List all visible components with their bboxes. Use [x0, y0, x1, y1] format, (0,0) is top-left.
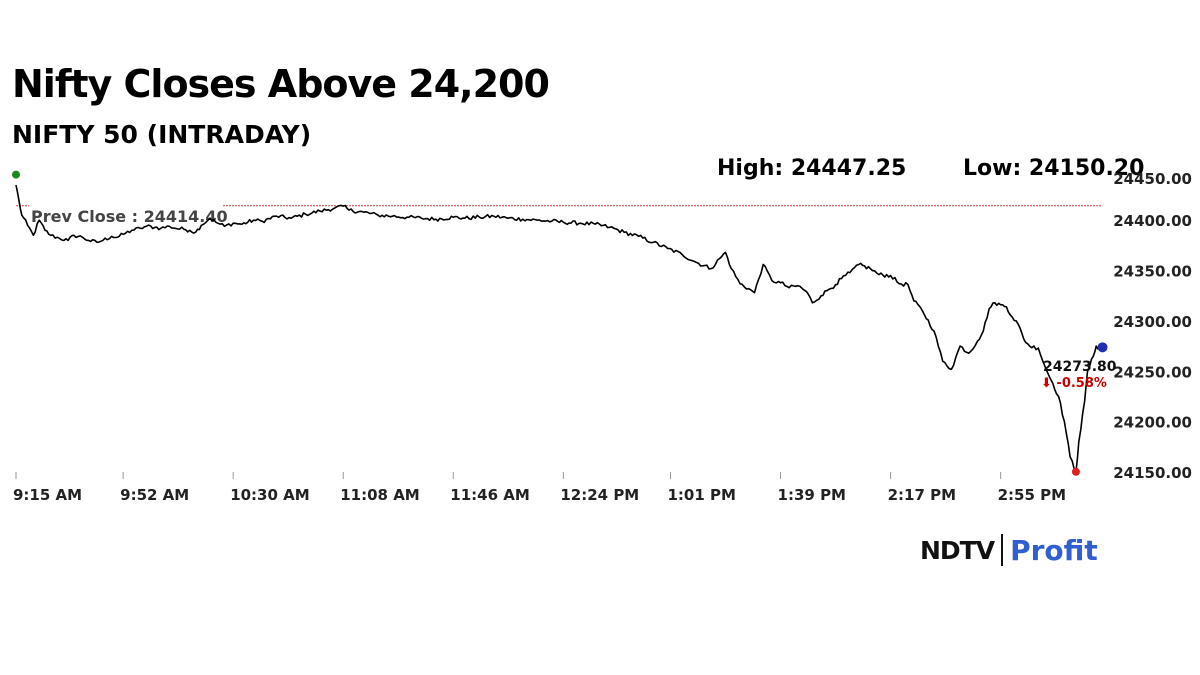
y-tick-label: 24350.00 [1113, 263, 1192, 281]
x-tick-label: 2:17 PM [888, 486, 956, 504]
x-axis: 9:15 AM 9:52 AM 10:30 AM 11:08 AM 11:46 AM 12… [13, 472, 1066, 504]
day-low-label: Low: 24150.20 [963, 156, 1145, 181]
y-tick-label: 24300.00 [1113, 313, 1192, 331]
x-tick-label: 11:08 AM [340, 486, 420, 504]
chart-headline: Nifty Closes Above 24,200 [12, 62, 550, 106]
nifty-price-line [15, 184, 1103, 473]
chart-subtitle: NIFTY 50 (INTRADAY) [12, 120, 312, 149]
x-tick-label: 11:46 AM [450, 486, 530, 504]
x-tick-label: 12:24 PM [560, 486, 639, 504]
logo-profit-text: Profit [1010, 533, 1098, 567]
x-tick-label: 1:39 PM [778, 486, 846, 504]
last-value-label: 24273.80 [1043, 359, 1117, 375]
open-marker [12, 170, 20, 179]
x-tick-label: 9:15 AM [13, 486, 82, 504]
y-tick-label: 24250.00 [1113, 363, 1192, 381]
prev-close-label: Prev Close : 24414.40 [31, 207, 228, 226]
day-low-marker [1071, 467, 1080, 476]
logo-divider [1001, 534, 1004, 566]
y-axis: 24150.00 24200.00 24250.00 24300.00 24350.00… [1113, 170, 1192, 482]
ndtv-profit-logo: NDTV Profit [920, 533, 1098, 567]
prev-close-label-bg [29, 204, 223, 228]
x-tick-label: 2:55 PM [998, 486, 1066, 504]
day-high-label: High: 24447.25 [717, 156, 907, 181]
x-tick-label: 9:52 AM [120, 486, 189, 504]
x-tick-label: 10:30 AM [230, 486, 310, 504]
x-tick-label: 1:01 PM [667, 486, 735, 504]
y-tick-label: 24150.00 [1113, 464, 1192, 482]
logo-ndtv-text: NDTV [920, 535, 995, 565]
y-tick-label: 24400.00 [1113, 212, 1192, 230]
change-percent-label: ⬇ -0.58% [1041, 376, 1107, 391]
y-tick-label: 24200.00 [1113, 414, 1192, 432]
y-tick-label: 24450.00 [1113, 170, 1192, 188]
last-price-marker [1097, 342, 1108, 353]
